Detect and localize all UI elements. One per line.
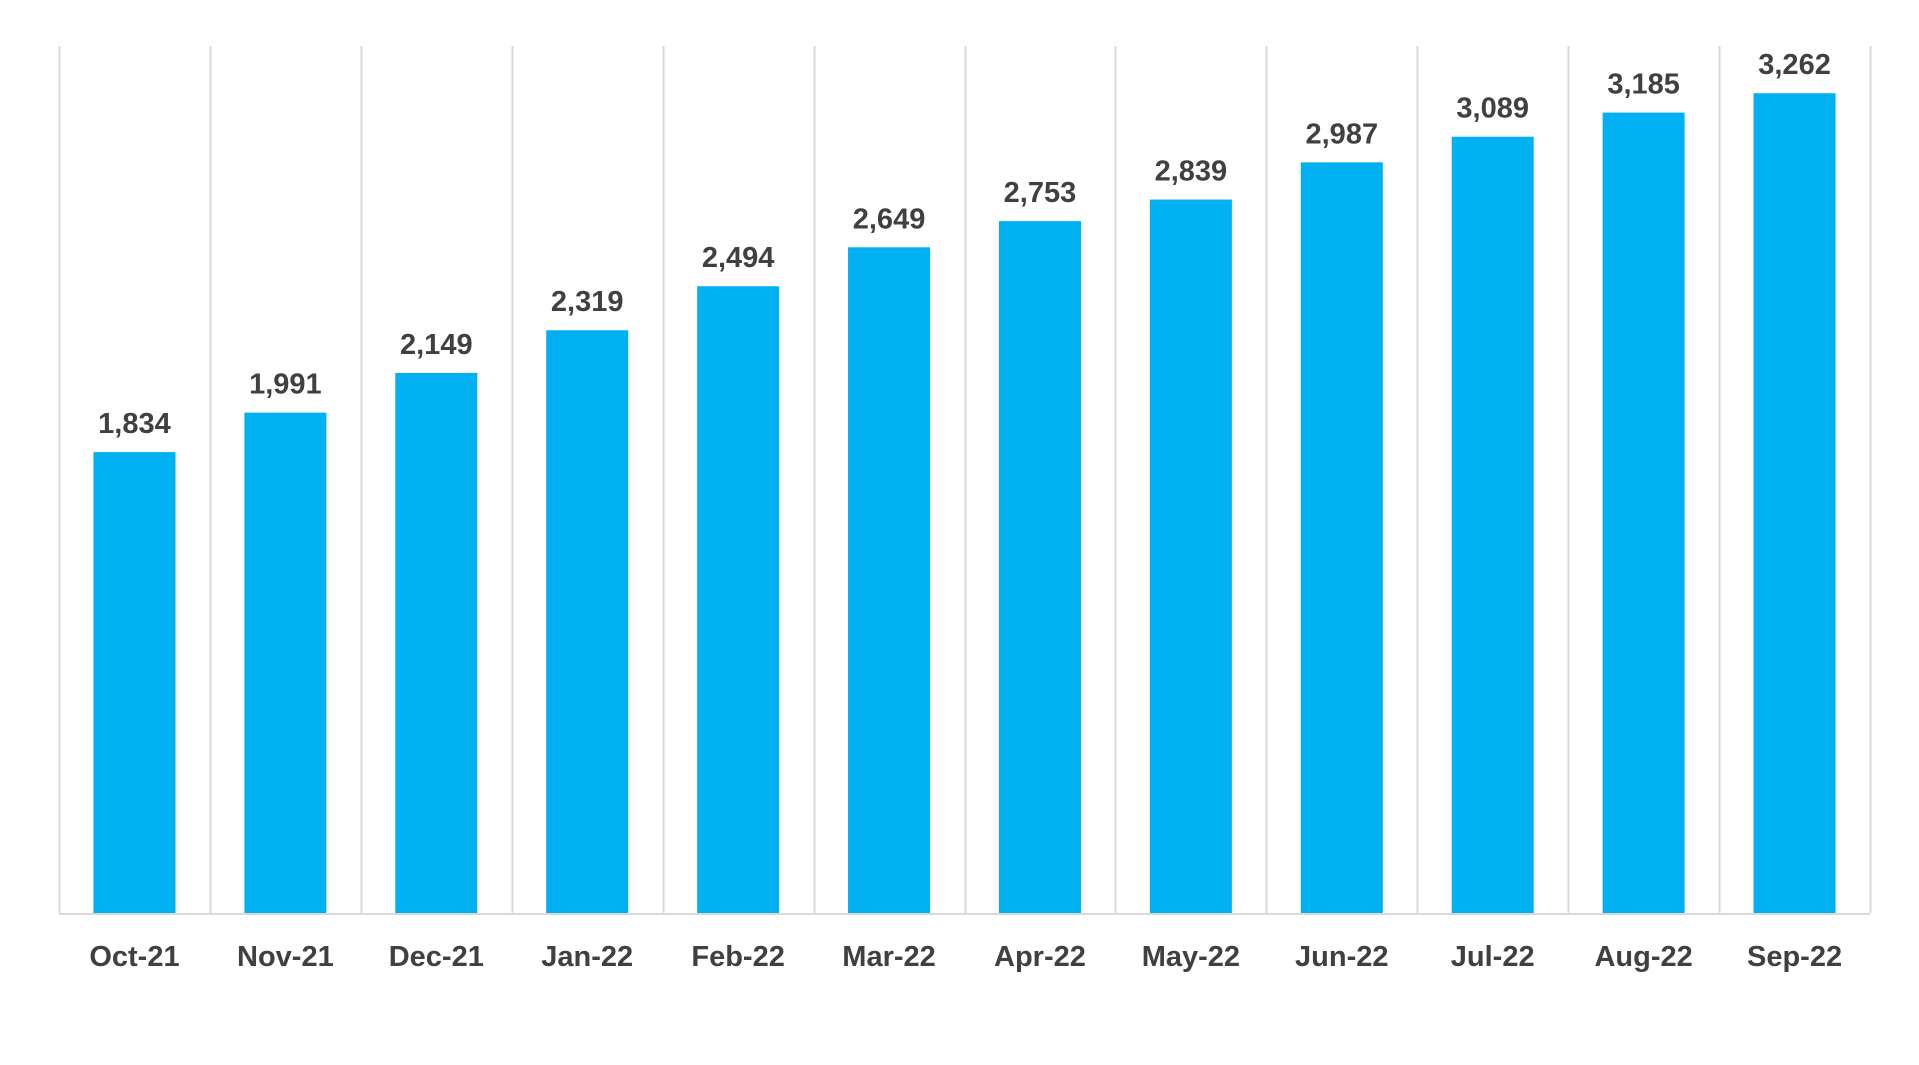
x-tick-label: Sep-22 — [1747, 941, 1842, 973]
data-label: 2,494 — [702, 242, 775, 274]
data-label: 2,149 — [400, 329, 473, 361]
bar-nov-21 — [244, 412, 327, 913]
x-tick-label: Jul-22 — [1451, 941, 1535, 973]
x-tick-label: Oct-21 — [89, 941, 179, 973]
x-tick-label: Feb-22 — [691, 941, 784, 973]
bar-mar-22 — [848, 247, 931, 913]
data-labels: 1,834 1,991 2,149 2,319 2,494 2,649 2,753 2,839… — [98, 49, 1831, 440]
data-label: 1,834 — [98, 408, 171, 440]
bar-dec-21 — [395, 372, 478, 913]
bars — [93, 93, 1836, 914]
x-tick-label: Aug-22 — [1594, 941, 1692, 973]
x-tick-label: May-22 — [1142, 941, 1240, 973]
x-tick-label: Nov-21 — [237, 941, 334, 973]
bar-jul-22 — [1451, 136, 1534, 913]
bar-jun-22 — [1300, 162, 1383, 914]
bar-aug-22 — [1602, 112, 1685, 914]
data-label: 3,262 — [1758, 49, 1831, 81]
data-label: 2,987 — [1306, 118, 1379, 150]
x-tick-labels: Oct-21 Nov-21 Dec-21 Jan-22 Feb-22 Mar-22 Apr-… — [89, 941, 1842, 973]
data-label: 2,649 — [853, 203, 926, 235]
x-tick-label: Apr-22 — [994, 941, 1086, 973]
data-label: 3,185 — [1607, 69, 1680, 101]
x-tick-label: Jan-22 — [541, 941, 633, 973]
data-label: 2,319 — [551, 286, 624, 318]
data-label: 3,089 — [1456, 93, 1529, 125]
bar-feb-22 — [697, 286, 780, 913]
data-label: 2,839 — [1155, 156, 1228, 188]
gridlines — [58, 46, 1872, 913]
bar-oct-21 — [93, 452, 176, 913]
x-tick-label: Mar-22 — [842, 941, 936, 973]
x-tick-label: Jun-22 — [1295, 941, 1388, 973]
x-tick-label: Dec-21 — [389, 941, 484, 973]
bar-jan-22 — [546, 330, 629, 913]
bar-sep-22 — [1753, 93, 1836, 913]
data-label: 1,991 — [249, 369, 322, 401]
bar-apr-22 — [998, 221, 1081, 914]
data-label: 2,753 — [1004, 177, 1077, 209]
bar-may-22 — [1149, 199, 1232, 914]
